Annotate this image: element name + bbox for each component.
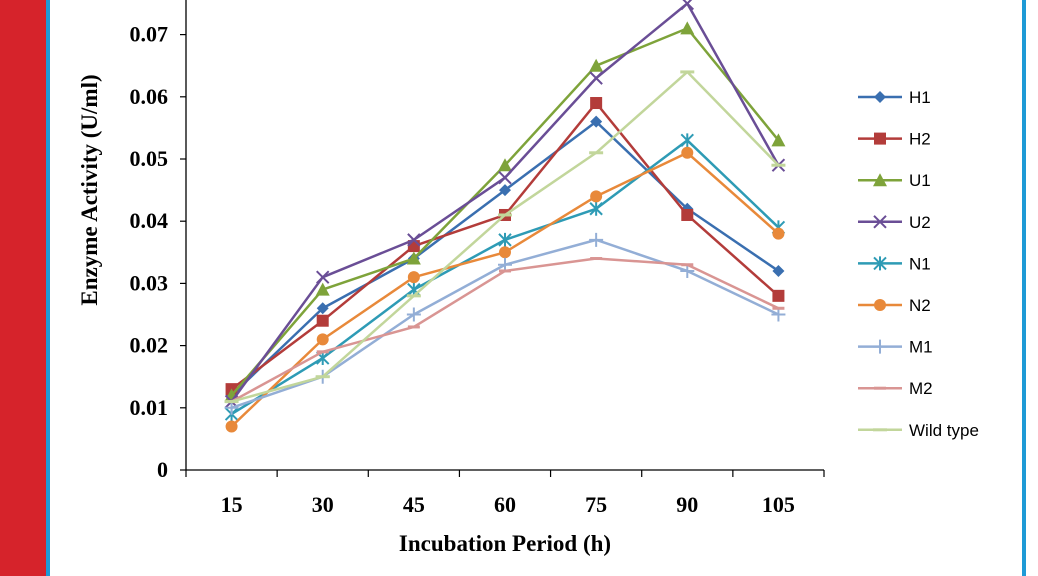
red-side-strip <box>0 0 46 576</box>
data-point-h2 <box>316 314 329 327</box>
chart-legend: H1 H2 U1 U2 N1 N2 M1 M2 Wild type <box>858 88 979 440</box>
legend-label: H1 <box>909 88 931 107</box>
legend-label: Wild type <box>909 421 979 440</box>
data-point-u1 <box>498 158 512 172</box>
legend-item-m1: M1 <box>858 338 933 357</box>
y-tick-label: 0.04 <box>130 208 169 233</box>
data-point-u1 <box>315 282 330 296</box>
data-point-u2 <box>589 71 603 85</box>
legend-marker <box>873 215 887 229</box>
data-point-n2 <box>316 333 329 346</box>
legend-label: U2 <box>909 213 931 232</box>
legend-item-u1: U1 <box>858 171 931 190</box>
y-tick-label: 0.07 <box>130 22 169 47</box>
data-point-u2 <box>680 0 694 11</box>
y-tick-label: 0 <box>157 457 168 482</box>
legend-marker <box>874 132 886 145</box>
legend-label: U1 <box>909 171 931 190</box>
legend-item-u2: U2 <box>858 213 931 232</box>
y-tick-label: 0.01 <box>130 395 169 420</box>
legend-item-n1: N1 <box>858 254 931 273</box>
series-wild-type <box>224 70 786 404</box>
series-u1 <box>224 21 786 402</box>
legend-item-m2: M2 <box>858 379 933 398</box>
series-line-u2 <box>230 2 780 403</box>
legend-marker <box>874 91 886 103</box>
data-point-u2 <box>498 170 512 185</box>
chart-series-layer <box>224 0 786 433</box>
data-point-n2 <box>772 227 785 240</box>
series-line-n1 <box>230 139 780 416</box>
chart-axes: 0 0.01 0.02 0.03 0.04 0.05 0.06 0.07 15 30 45 60 75 9… <box>130 0 825 517</box>
data-point-h1 <box>590 115 603 128</box>
data-point-h2 <box>681 208 694 221</box>
data-point-u1 <box>406 251 421 265</box>
legend-item-n2: N2 <box>858 296 931 315</box>
legend-marker <box>873 339 887 354</box>
x-tick-label: 30 <box>312 492 334 517</box>
x-tick-label: 60 <box>494 492 516 517</box>
y-tick-label: 0.06 <box>130 84 169 109</box>
data-point-n2 <box>590 190 603 203</box>
data-point-n1 <box>589 201 603 216</box>
data-point-u1 <box>680 21 695 35</box>
legend-label: M2 <box>909 379 933 398</box>
legend-label: N1 <box>909 254 931 273</box>
x-tick-label: 105 <box>762 492 795 517</box>
y-tick-label: 0.02 <box>130 333 169 358</box>
x-tick-label: 90 <box>676 492 698 517</box>
data-point-m1 <box>406 307 421 322</box>
x-axis-title: Incubation Period (h) <box>399 531 611 556</box>
data-point-n2 <box>681 146 694 159</box>
data-point-h1 <box>316 302 329 315</box>
legend-label: N2 <box>909 296 931 315</box>
legend-item-h2: H2 <box>858 130 931 149</box>
data-point-u2 <box>407 233 421 247</box>
data-point-u1 <box>771 133 786 147</box>
data-point-u2 <box>316 270 330 284</box>
data-point-m1 <box>498 257 512 272</box>
data-point-h1 <box>772 264 785 277</box>
data-point-h2 <box>772 289 785 302</box>
legend-marker <box>874 299 886 311</box>
data-point-u1 <box>589 58 604 72</box>
x-tick-label: 45 <box>403 492 425 517</box>
x-tick-label: 15 <box>221 492 243 517</box>
data-point-m1 <box>680 263 695 278</box>
data-point-m1 <box>771 307 786 322</box>
data-point-h1 <box>499 184 511 197</box>
data-point-n1 <box>680 133 694 148</box>
series-n2 <box>225 146 785 433</box>
series-u2 <box>224 0 786 409</box>
y-tick-label: 0.03 <box>130 270 169 295</box>
data-point-n2 <box>225 420 238 433</box>
data-point-n1 <box>498 232 512 247</box>
data-point-h2 <box>590 97 603 110</box>
blue-frame-right-border <box>1022 0 1026 576</box>
legend-marker <box>873 173 887 187</box>
data-point-m1 <box>589 232 604 247</box>
legend-label: M1 <box>909 338 933 357</box>
data-point-m1 <box>224 400 239 415</box>
data-point-n2 <box>407 271 420 284</box>
x-tick-label: 75 <box>585 492 607 517</box>
legend-label: H2 <box>909 130 931 149</box>
series-m1 <box>224 232 786 415</box>
legend-item-wild-type: Wild type <box>858 421 979 440</box>
blue-frame-left-border <box>46 0 50 576</box>
legend-item-h1: H1 <box>858 88 931 107</box>
legend-marker <box>873 256 887 271</box>
y-tick-label: 0.05 <box>130 146 169 171</box>
data-point-n2 <box>499 246 511 259</box>
y-axis-title: Enzyme Activity (U/ml) <box>77 74 102 305</box>
